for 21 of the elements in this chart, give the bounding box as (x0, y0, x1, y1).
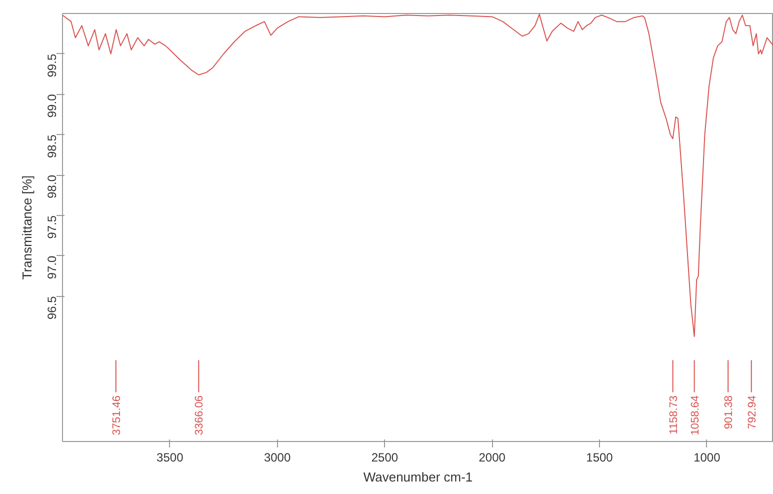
ref-line-label: 1058.64 (689, 395, 702, 436)
ref-line-label: 3751.46 (110, 395, 123, 436)
y-tick-label: 98.5 (45, 134, 59, 158)
y-axis-title: Transmittance [%] (20, 175, 34, 280)
ref-line-label: 1158.73 (668, 395, 680, 434)
ref-line-label: 901.38 (723, 395, 736, 430)
ref-line-label: 3366.06 (194, 395, 206, 436)
x-tick-label: 2000 (478, 450, 506, 464)
y-tick-label: 99.5 (45, 54, 59, 78)
x-tick-label: 3500 (156, 450, 184, 464)
x-axis-title: Wavenumber cm-1 (363, 470, 473, 484)
y-tick-label: 96.5 (45, 296, 59, 320)
y-tick-label: 97.5 (45, 215, 59, 239)
y-tick-label: 97.0 (45, 255, 59, 280)
x-tick-label: 3000 (264, 450, 291, 464)
x-tick-label: 1000 (694, 450, 721, 464)
y-tick-label: 98.0 (45, 174, 59, 198)
x-tick-label: 1500 (586, 450, 614, 464)
y-tick-label: 99.0 (45, 94, 59, 118)
ref-line-label: 792.94 (746, 395, 758, 430)
x-tick-label: 2500 (371, 450, 398, 464)
